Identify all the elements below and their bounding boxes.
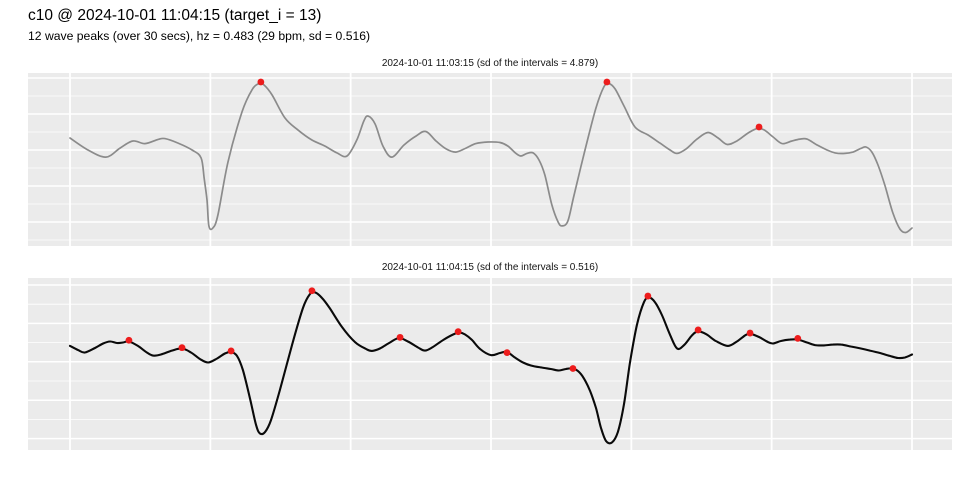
peak-marker <box>794 334 802 342</box>
facet-strip-bottom-label: 2024-10-01 11:04:15 (sd of the intervals… <box>381 262 599 273</box>
peak-marker <box>396 333 404 341</box>
peak-marker <box>755 123 763 131</box>
peak-marker <box>125 336 133 344</box>
wave-line <box>68 290 914 445</box>
figure-subtitle: 12 wave peaks (over 30 secs), hz = 0.483… <box>28 29 371 43</box>
facet-strip-top: 2024-10-01 11:03:15 (sd of the intervals… <box>28 53 952 73</box>
peak-marker <box>569 365 577 372</box>
facet-strip-top-label: 2024-10-01 11:03:15 (sd of the intervals… <box>381 57 599 69</box>
peak-marker <box>603 78 611 86</box>
peak-marker <box>746 329 754 337</box>
wave-panel-bottom <box>28 278 952 450</box>
peak-marker <box>257 78 265 86</box>
wave-line <box>69 82 913 234</box>
peak-marker <box>178 344 186 352</box>
peak-marker <box>644 292 652 300</box>
peak-marker <box>308 287 316 295</box>
panel-background <box>28 278 952 450</box>
figure-title: c10 @ 2024-10-01 11:04:15 (target_i = 13… <box>28 7 322 24</box>
peak-marker <box>694 326 702 334</box>
facet-strip-bottom: 2024-10-01 11:04:15 (sd of the intervals… <box>28 257 952 278</box>
peak-marker <box>227 347 235 355</box>
peak-marker <box>454 328 462 336</box>
wave-panel-top <box>28 73 952 246</box>
panel-background <box>28 73 952 246</box>
peak-marker <box>503 349 511 357</box>
